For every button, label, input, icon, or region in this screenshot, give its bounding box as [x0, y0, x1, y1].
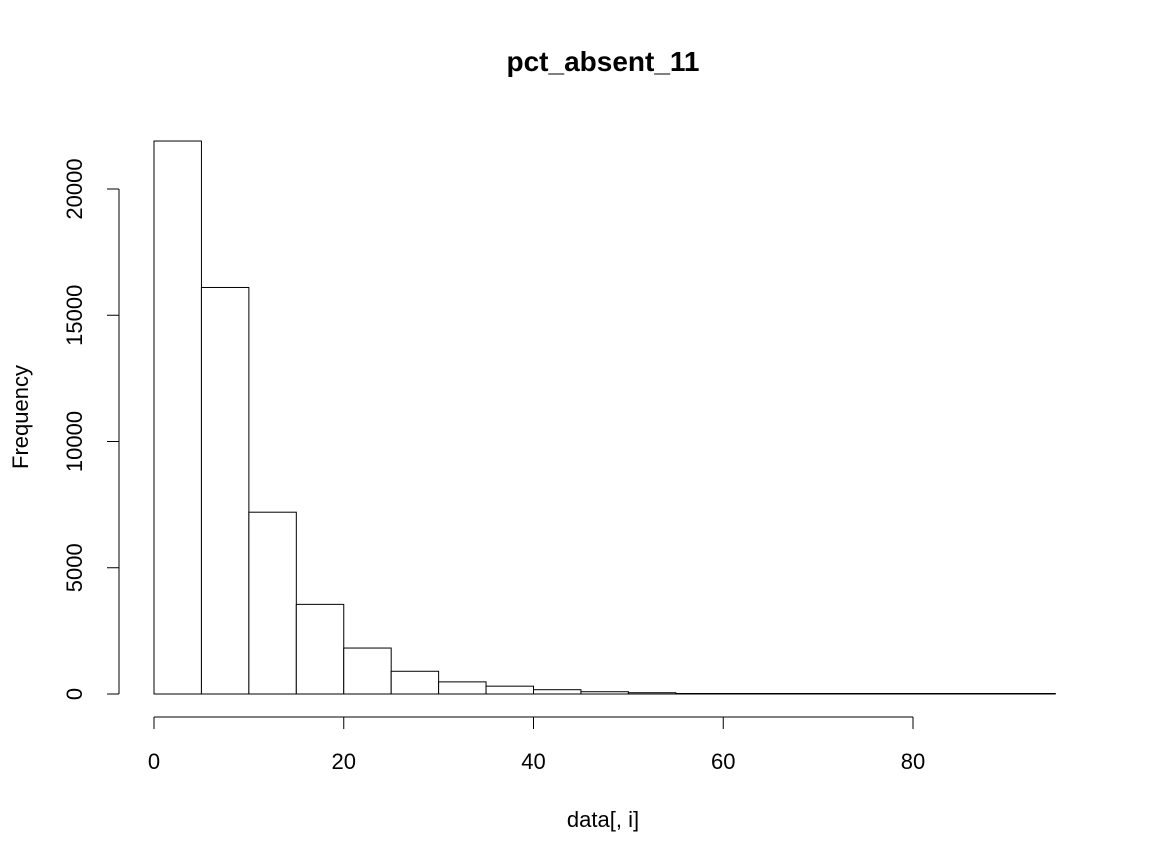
x-tick-label-0: 0 — [148, 749, 160, 774]
histogram-bar-50-55 — [627, 692, 677, 695]
y-tick-label-15000: 15000 — [62, 285, 87, 346]
histogram-bar-10-15 — [248, 511, 297, 695]
histogram-bar-90-95 — [1007, 693, 1056, 695]
y-tick-label-5000: 5000 — [62, 543, 87, 592]
histogram-bar-30-35 — [438, 681, 487, 695]
histogram-bar-60-65 — [722, 693, 772, 695]
histogram-bar-65-70 — [770, 693, 819, 695]
x-tick-label-60: 60 — [711, 749, 735, 774]
histogram-bar-25-30 — [390, 670, 440, 695]
histogram-bar-70-75 — [817, 693, 867, 695]
histogram-bar-20-25 — [343, 647, 392, 695]
histogram-bar-55-60 — [675, 692, 724, 695]
x-axis-label: data[, i] — [567, 807, 639, 832]
bars-group — [153, 140, 1056, 695]
y-tick-label-20000: 20000 — [62, 158, 87, 219]
y-tick-label-10000: 10000 — [62, 411, 87, 472]
histogram-bar-40-45 — [533, 689, 582, 695]
histogram-bar-75-80 — [865, 693, 914, 695]
histogram-bar-5-10 — [200, 286, 250, 695]
histogram-bar-35-40 — [485, 685, 534, 695]
x-axis: 0 20 40 60 80 — [148, 716, 925, 774]
x-tick-label-20: 20 — [332, 749, 356, 774]
y-tick-label-0: 0 — [62, 688, 87, 700]
x-tick-label-80: 80 — [901, 749, 925, 774]
histogram-bar-0-5 — [153, 140, 202, 695]
histogram-bar-45-50 — [580, 691, 629, 695]
histogram-bar-80-85 — [912, 693, 961, 695]
x-tick-label-40: 40 — [521, 749, 545, 774]
y-axis-label: Frequency — [8, 365, 33, 469]
histogram-bar-15-20 — [295, 603, 345, 695]
chart-title: pct_absent_11 — [507, 46, 700, 77]
histogram-bar-85-90 — [959, 693, 1009, 695]
y-axis: 0 5000 10000 15000 20000 — [62, 158, 120, 700]
